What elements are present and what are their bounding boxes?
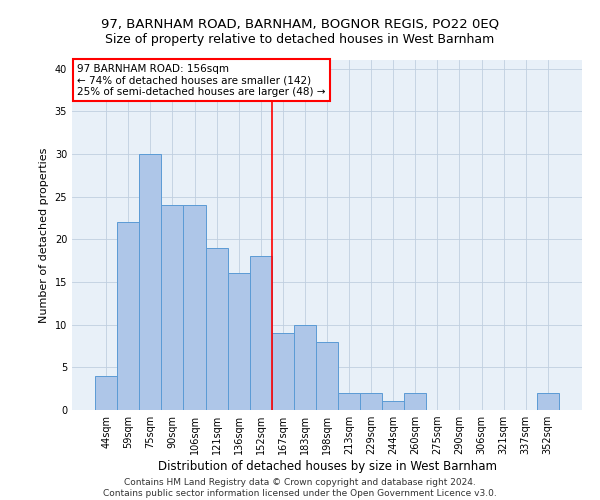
Bar (294, 324, 316, 410)
Bar (316, 342, 338, 410)
Bar (360, 393, 382, 410)
Bar (206, 248, 227, 410)
Bar (338, 393, 360, 410)
Bar (250, 256, 272, 410)
Bar (227, 274, 250, 410)
Bar (95, 376, 117, 410)
Bar (404, 393, 427, 410)
X-axis label: Distribution of detached houses by size in West Barnham: Distribution of detached houses by size … (157, 460, 497, 473)
Y-axis label: Number of detached properties: Number of detached properties (39, 148, 49, 322)
Text: 97 BARNHAM ROAD: 156sqm
← 74% of detached houses are smaller (142)
25% of semi-d: 97 BARNHAM ROAD: 156sqm ← 74% of detache… (77, 64, 326, 96)
Bar (272, 333, 294, 410)
Bar (184, 205, 206, 410)
Bar (161, 205, 184, 410)
Text: Size of property relative to detached houses in West Barnham: Size of property relative to detached ho… (106, 32, 494, 46)
Bar (537, 393, 559, 410)
Bar (139, 154, 161, 410)
Bar (117, 222, 139, 410)
Text: Contains HM Land Registry data © Crown copyright and database right 2024.
Contai: Contains HM Land Registry data © Crown c… (103, 478, 497, 498)
Bar (382, 402, 404, 410)
Text: 97, BARNHAM ROAD, BARNHAM, BOGNOR REGIS, PO22 0EQ: 97, BARNHAM ROAD, BARNHAM, BOGNOR REGIS,… (101, 18, 499, 30)
